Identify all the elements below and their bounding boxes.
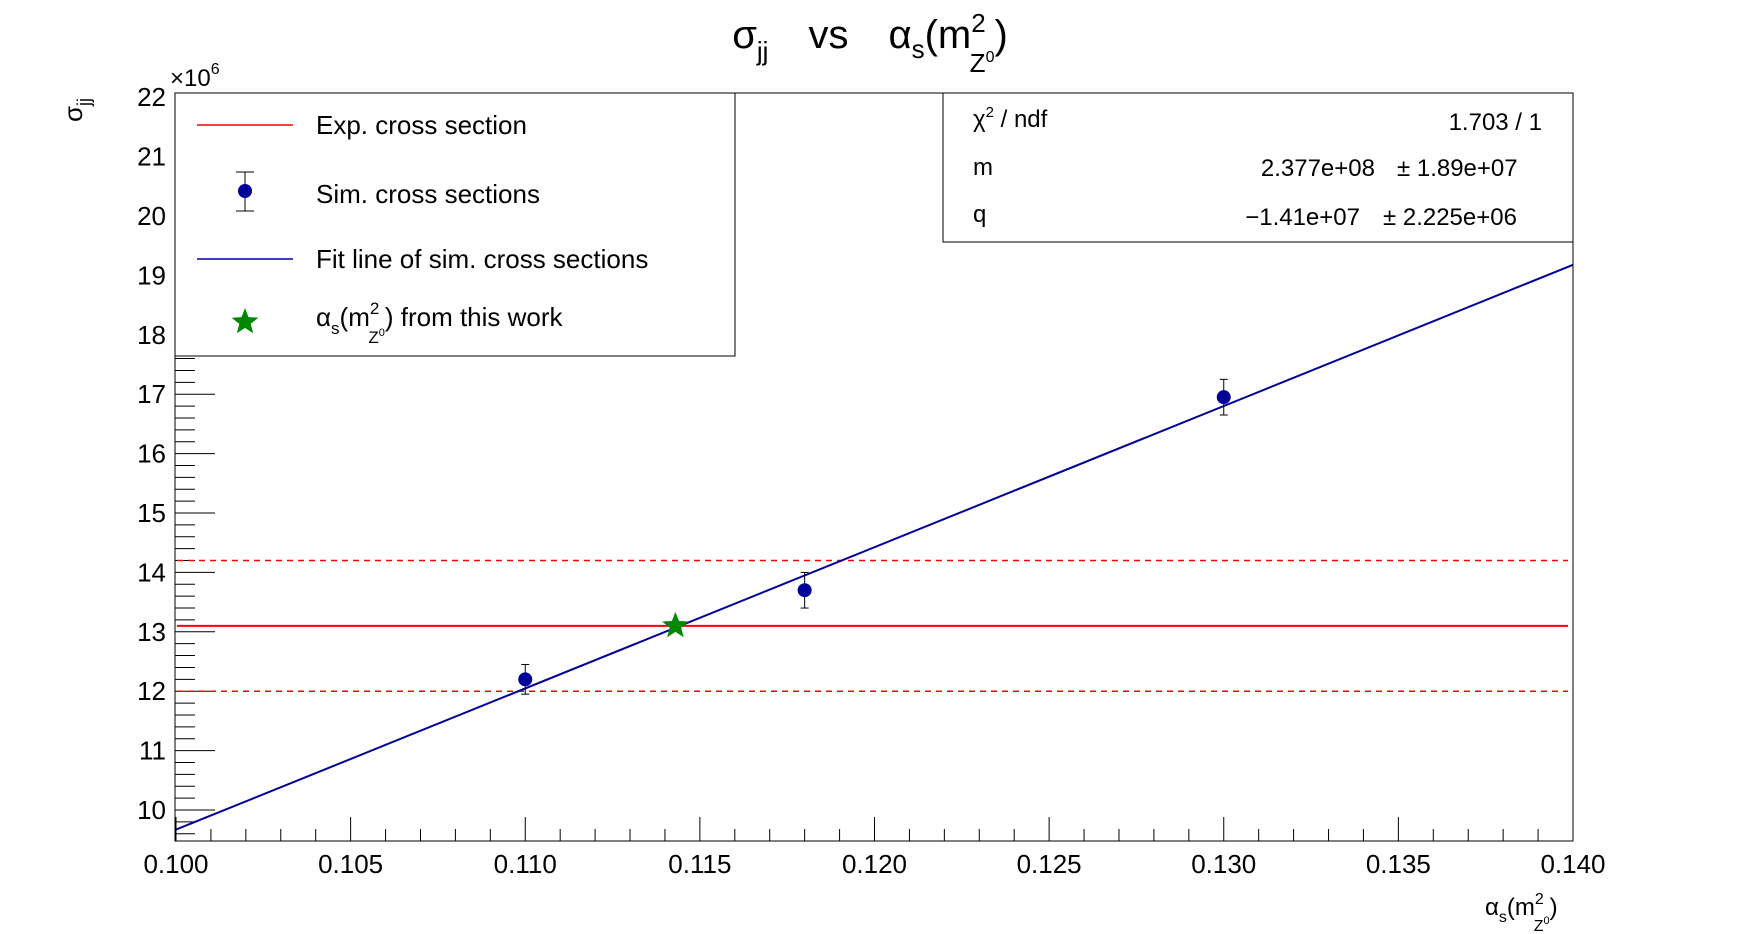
title-alpha-sub: s bbox=[912, 34, 925, 64]
legend-label-alpha: αs(m2 Z0) from this work bbox=[316, 299, 564, 347]
legend-box bbox=[174, 92, 736, 357]
title-sigma: σ bbox=[732, 13, 757, 57]
title-close: ) bbox=[994, 13, 1007, 57]
legend-swatch-alpha-star bbox=[231, 308, 259, 334]
legend-label-sim: Sim. cross sections bbox=[316, 179, 540, 209]
y-axis-label: σjj bbox=[58, 98, 94, 122]
x-axis-label: αs(m2 Z0) bbox=[1485, 891, 1558, 934]
x-tick-labels: 0.100 0.105 0.110 0.115 0.120 0.125 0.130 0.135… bbox=[143, 849, 1605, 879]
sim-point bbox=[1216, 390, 1231, 405]
y-tick-label: 19 bbox=[137, 260, 166, 290]
stats-row-q-name: q bbox=[973, 201, 986, 228]
stats-frame bbox=[942, 92, 1574, 243]
legend-label-fit: Fit line of sim. cross sections bbox=[316, 244, 648, 274]
title-alpha: α bbox=[888, 13, 911, 57]
x-tick-label: 0.100 bbox=[143, 849, 208, 879]
x-tick-label: 0.130 bbox=[1191, 849, 1256, 879]
y-tick-label: 12 bbox=[137, 676, 166, 706]
y-tick-label: 22 bbox=[137, 82, 166, 112]
stats-row-m-name: m bbox=[973, 154, 993, 181]
legend: Exp. cross section Sim. cross sections F… bbox=[174, 92, 736, 357]
title-z0: 0 bbox=[986, 49, 995, 66]
x-tick-label: 0.105 bbox=[318, 849, 383, 879]
stats-row-q-value: −1.41e+07 bbox=[1245, 204, 1360, 231]
sim-point bbox=[518, 672, 533, 687]
stats-row-chi2-value: 1.703 / 1 bbox=[1449, 109, 1542, 136]
x-tick-label: 0.115 bbox=[668, 849, 731, 879]
x-tick-label: 0.110 bbox=[494, 849, 557, 879]
x-tick-label: 0.120 bbox=[842, 849, 907, 879]
title-sq: 2 bbox=[971, 8, 985, 38]
title-vs: vs bbox=[808, 13, 848, 57]
stats-row-q-error: ± 2.225e+06 bbox=[1383, 204, 1517, 231]
title-sigma-sub: jj bbox=[756, 36, 769, 66]
y-tick-label: 18 bbox=[137, 320, 166, 350]
y-tick-label: 13 bbox=[137, 617, 166, 647]
data-layer bbox=[175, 263, 1574, 831]
y-tick-label: 14 bbox=[137, 557, 166, 587]
chart-title: σjj vs αs(m2 Z0) bbox=[732, 8, 1008, 78]
y-tick-label: 11 bbox=[139, 736, 166, 766]
stats-row-m-error: ± 1.89e+07 bbox=[1397, 155, 1518, 182]
y-tick-label: 10 bbox=[137, 795, 166, 825]
x-tick-label: 0.140 bbox=[1540, 849, 1605, 879]
y-tick-label: 16 bbox=[137, 439, 166, 469]
stats-row-chi2-name: χ2 / ndf bbox=[973, 104, 1048, 133]
fit-stats-box: χ2 / ndf 1.703 / 1 m 2.377e+08 ± 1.89e+0… bbox=[942, 92, 1574, 243]
legend-label-exp: Exp. cross section bbox=[316, 110, 527, 140]
y-tick-label: 17 bbox=[137, 379, 166, 409]
y-multiplier: ×106 bbox=[170, 61, 220, 92]
stats-row-m-value: 2.377e+08 bbox=[1261, 155, 1375, 182]
y-tick-label: 15 bbox=[137, 498, 166, 528]
fit-line bbox=[175, 263, 1574, 831]
y-tick-labels: 10 11 12 13 14 15 16 17 18 19 20 21 22 bbox=[137, 82, 166, 825]
y-tick-label: 20 bbox=[137, 201, 166, 231]
sim-point bbox=[797, 583, 812, 598]
title-open: (m bbox=[925, 13, 972, 57]
x-tick-label: 0.125 bbox=[1017, 849, 1082, 879]
title-z: Z bbox=[970, 48, 986, 78]
alpha-point-star bbox=[662, 611, 689, 638]
y-tick-label: 21 bbox=[137, 142, 166, 172]
x-tick-label: 0.135 bbox=[1366, 849, 1431, 879]
legend-swatch-sim-marker bbox=[238, 184, 252, 198]
